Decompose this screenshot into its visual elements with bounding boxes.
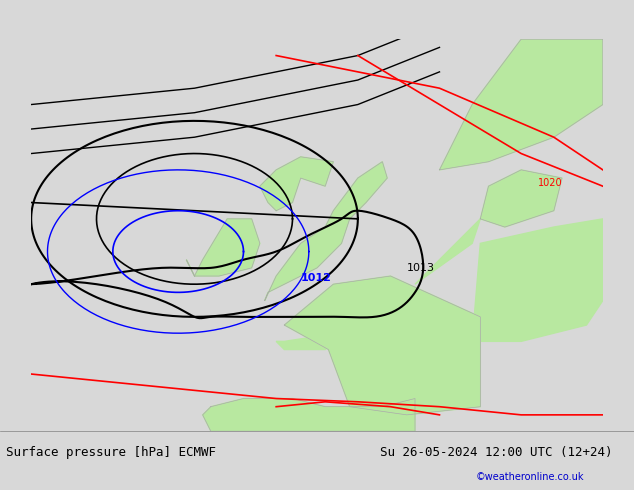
Text: 1013: 1013 [407, 263, 435, 273]
Text: 1012: 1012 [301, 273, 332, 283]
Polygon shape [284, 276, 481, 415]
Polygon shape [276, 337, 333, 349]
Polygon shape [260, 157, 333, 211]
Polygon shape [265, 162, 387, 300]
Polygon shape [415, 219, 481, 284]
Polygon shape [439, 39, 603, 170]
Polygon shape [472, 219, 603, 342]
Text: Su 26-05-2024 12:00 UTC (12+24): Su 26-05-2024 12:00 UTC (12+24) [380, 446, 613, 459]
Polygon shape [481, 170, 562, 227]
Text: ©weatheronline.co.uk: ©weatheronline.co.uk [476, 472, 584, 482]
Polygon shape [186, 219, 260, 276]
Text: 1020: 1020 [538, 178, 562, 188]
Polygon shape [203, 398, 415, 431]
Text: Surface pressure [hPa] ECMWF: Surface pressure [hPa] ECMWF [6, 446, 216, 459]
